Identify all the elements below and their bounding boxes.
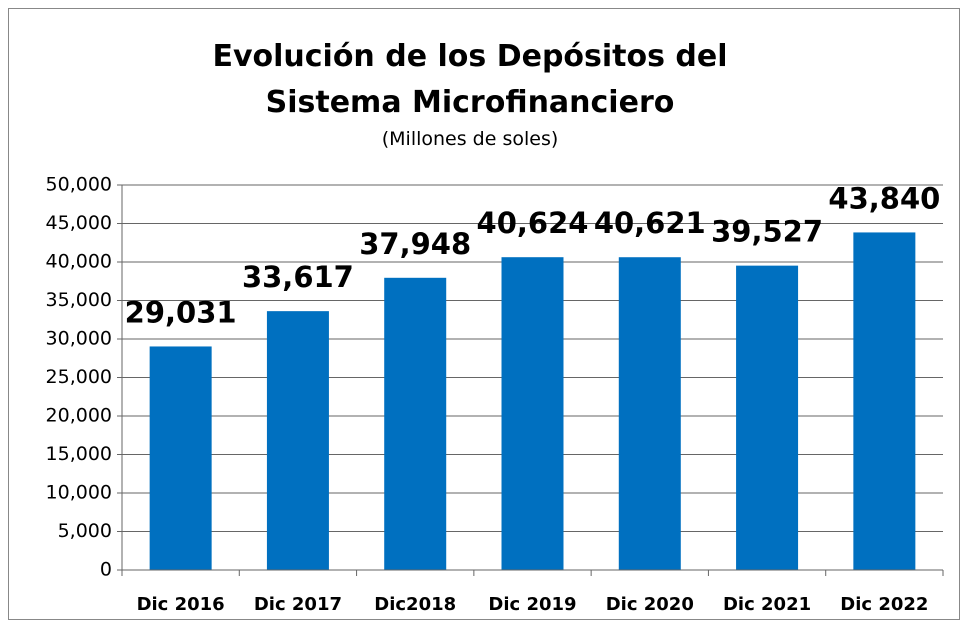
x-tick-label: Dic 2016 xyxy=(137,594,225,615)
data-label: 33,617 xyxy=(242,260,354,294)
bar xyxy=(149,346,212,570)
y-tick-label: 35,000 xyxy=(46,289,112,311)
y-tick-label: 15,000 xyxy=(46,443,112,465)
y-tick-label: 45,000 xyxy=(46,212,112,234)
chart-title: Evolución de los Depósitos del Sistema M… xyxy=(212,39,728,120)
data-label: 40,624 xyxy=(477,206,589,240)
y-tick-label: 0 xyxy=(100,559,112,581)
bar xyxy=(618,257,681,570)
x-tick-label: Dic 2019 xyxy=(488,594,576,615)
y-tick-label: 5,000 xyxy=(58,520,112,542)
y-tick-label: 40,000 xyxy=(46,251,112,273)
data-label: 43,840 xyxy=(828,181,940,215)
x-tick-label: Dic 2021 xyxy=(723,594,811,615)
y-tick-label: 25,000 xyxy=(46,366,112,388)
y-tick-label: 20,000 xyxy=(46,405,112,427)
data-label: 39,527 xyxy=(711,215,823,249)
x-tick-label: Dic 2020 xyxy=(606,594,694,615)
bar xyxy=(736,265,799,570)
bar xyxy=(266,311,329,570)
y-tick-label: 50,000 xyxy=(46,174,112,196)
data-label: 40,621 xyxy=(594,206,706,240)
data-label: 37,948 xyxy=(359,227,471,261)
bar xyxy=(853,232,916,570)
x-tick-label: Dic 2017 xyxy=(254,594,342,615)
bar xyxy=(501,257,564,570)
bar xyxy=(384,277,447,570)
y-tick-label: 30,000 xyxy=(46,328,112,350)
x-tick-label: Dic 2022 xyxy=(840,594,928,615)
x-tick-label: Dic2018 xyxy=(374,594,456,615)
y-tick-label: 10,000 xyxy=(46,482,112,504)
chart-subtitle: (Millones de soles) xyxy=(381,128,559,150)
data-label: 29,031 xyxy=(125,295,237,329)
